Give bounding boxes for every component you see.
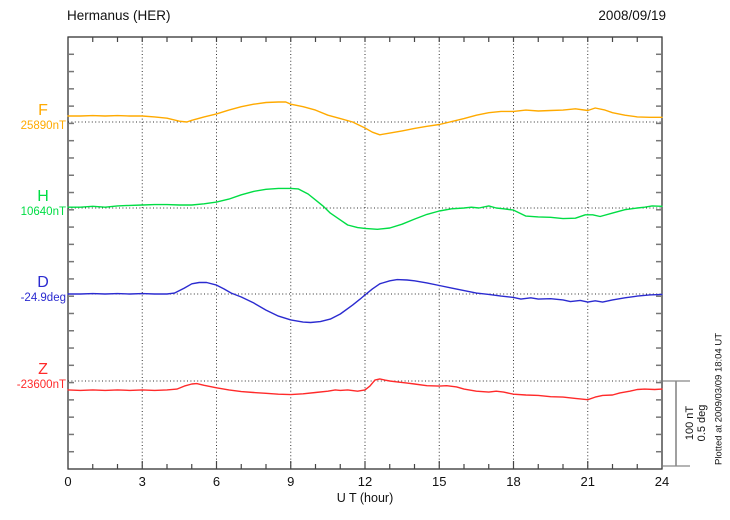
- trace-H: [67, 187, 663, 231]
- channel-letter-Z: Z: [38, 361, 48, 378]
- x-tick-label-9: 9: [287, 474, 295, 489]
- channel-label-Z: Z -23600nT: [0, 361, 66, 392]
- channel-baseline-value-H: 10640nT: [20, 206, 66, 218]
- observation-date: 2008/09/19: [598, 8, 666, 23]
- channel-baseline-value-D: -24.9deg: [20, 292, 66, 304]
- station-title: Hermanus (HER): [67, 8, 171, 23]
- x-tick-label-6: 6: [212, 474, 221, 489]
- x-tick-label-0: 0: [64, 474, 72, 489]
- trace-Z: [67, 378, 663, 401]
- trace-F: [67, 101, 663, 136]
- trace-D: [67, 278, 663, 324]
- channel-label-D: D -24.9deg: [0, 274, 66, 305]
- scale-bar-label-nt: 100 nT: [684, 405, 696, 441]
- channel-letter-H: H: [37, 188, 49, 205]
- x-axis-label: U T (hour): [336, 491, 394, 505]
- channel-letter-F: F: [38, 102, 48, 119]
- scale-bar-label-deg: 0.5 deg: [696, 404, 708, 442]
- x-tick-label-15: 15: [432, 474, 447, 489]
- x-tick-label-3: 3: [138, 474, 146, 489]
- scale-bar-label: 100 nT 0.5 deg: [684, 405, 708, 442]
- x-tick-label-18: 18: [506, 474, 521, 489]
- x-tick-label-21: 21: [580, 474, 595, 489]
- plotted-at-note: Plotted at 2009/03/09 18:04 UT: [713, 332, 725, 466]
- x-tick-label-12: 12: [357, 474, 373, 489]
- channel-letter-D: D: [37, 274, 49, 291]
- channel-baseline-value-F: 25890nT: [20, 120, 66, 132]
- channel-label-H: H 10640nT: [0, 188, 66, 219]
- x-tick-label-24: 24: [654, 474, 670, 489]
- channel-baseline-value-Z: -23600nT: [16, 379, 66, 391]
- channel-label-F: F 25890nT: [0, 102, 66, 133]
